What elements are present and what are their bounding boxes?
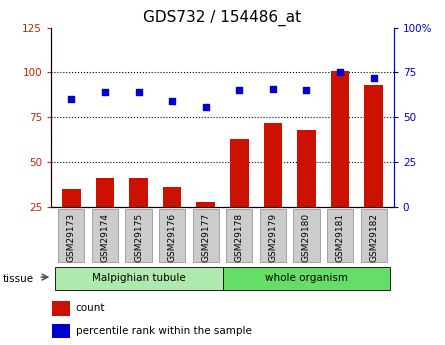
Point [68, 97, 75, 102]
Text: GSM29176: GSM29176 [168, 213, 177, 262]
Bar [297, 130, 316, 252]
Text: GSM29174: GSM29174 [101, 213, 109, 262]
Point [336, 70, 344, 75]
Bar [129, 178, 148, 252]
Point [135, 89, 142, 95]
Text: percentile rank within the sample: percentile rank within the sample [76, 326, 252, 336]
Text: GSM29180: GSM29180 [302, 213, 311, 262]
Point [202, 104, 209, 109]
Text: Malpighian tubule: Malpighian tubule [92, 273, 186, 283]
Bar [360, 209, 387, 262]
Text: whole organism: whole organism [265, 273, 348, 283]
Bar [92, 209, 118, 262]
Bar [55, 267, 222, 290]
Text: GSM29178: GSM29178 [235, 213, 244, 262]
Bar [196, 201, 215, 252]
Bar [62, 189, 81, 252]
Point [303, 88, 310, 93]
Text: GSM29175: GSM29175 [134, 213, 143, 262]
Point [269, 86, 276, 91]
Bar [53, 301, 70, 316]
Text: GSM29179: GSM29179 [268, 213, 277, 262]
Bar [96, 178, 114, 252]
Bar [53, 324, 70, 338]
Bar [293, 209, 320, 262]
Bar [327, 209, 353, 262]
Bar [226, 209, 252, 262]
Text: tissue: tissue [2, 274, 33, 284]
Point [101, 89, 109, 95]
Bar [125, 209, 152, 262]
Text: GSM29181: GSM29181 [336, 213, 344, 262]
Bar [159, 209, 185, 262]
Point [169, 98, 176, 104]
Bar [263, 123, 282, 252]
Bar [230, 139, 249, 252]
Text: GSM29177: GSM29177 [201, 213, 210, 262]
Bar [331, 71, 349, 252]
Point [370, 75, 377, 81]
Text: GSM29182: GSM29182 [369, 213, 378, 262]
Point [236, 88, 243, 93]
Bar [222, 267, 390, 290]
Bar [260, 209, 286, 262]
Bar [364, 85, 383, 252]
Title: GDS732 / 154486_at: GDS732 / 154486_at [143, 10, 302, 26]
Text: GSM29173: GSM29173 [67, 213, 76, 262]
Bar [58, 209, 85, 262]
Text: count: count [76, 303, 105, 313]
Bar [163, 187, 182, 252]
Bar [193, 209, 219, 262]
